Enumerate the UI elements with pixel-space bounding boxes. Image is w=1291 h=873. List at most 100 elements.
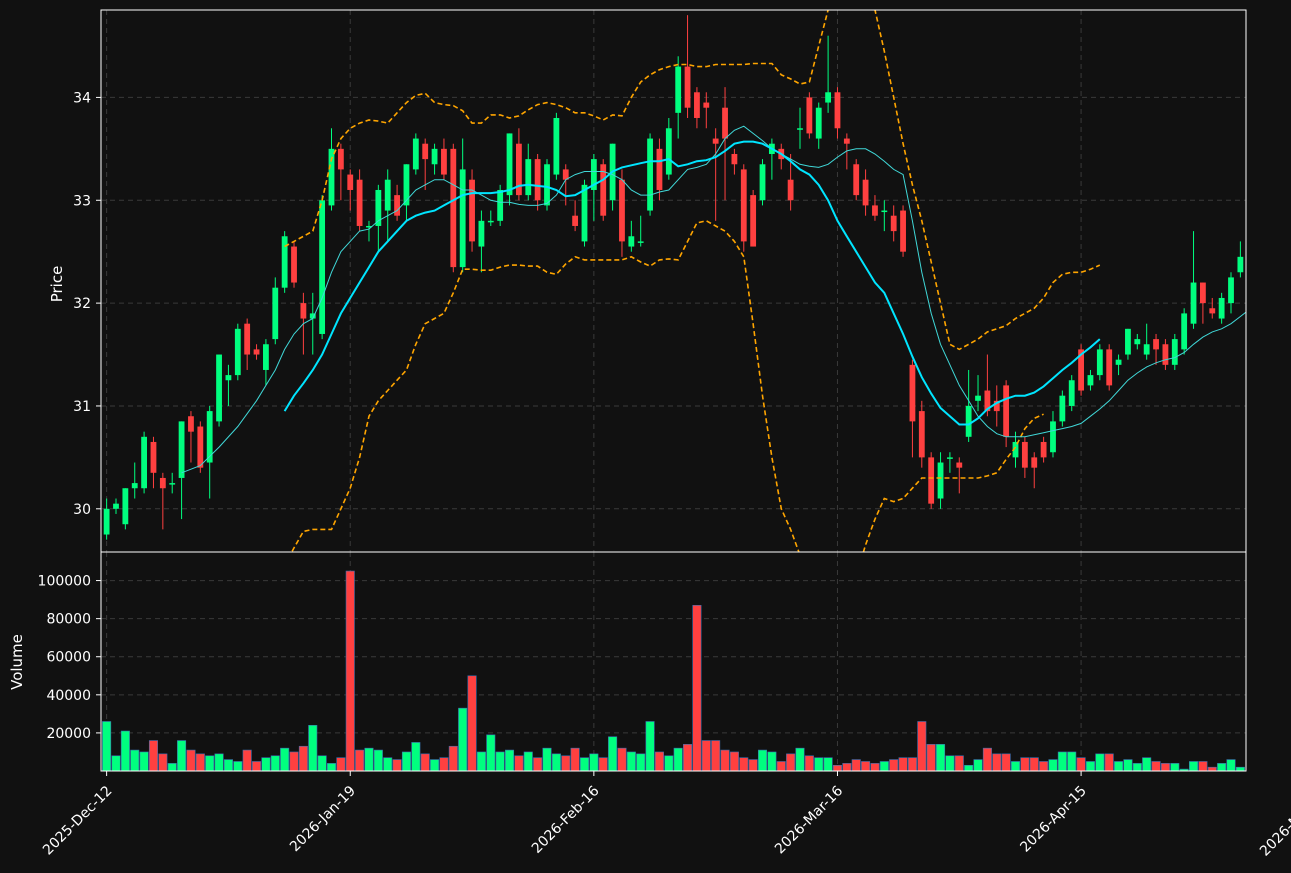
- volume-bar: [336, 757, 346, 771]
- candle-body: [188, 416, 194, 432]
- slow-moving-average-line: [283, 140, 1101, 426]
- candle-body: [534, 159, 541, 201]
- candle-body: [103, 508, 110, 535]
- volume-bar: [1039, 761, 1049, 771]
- volume-bar: [673, 747, 683, 771]
- candle-body: [1087, 375, 1094, 386]
- volume-bar: [767, 751, 777, 771]
- volume-bar: [1001, 753, 1011, 771]
- volume-bar: [626, 751, 636, 771]
- volume-bar: [148, 740, 158, 771]
- candle-body: [150, 441, 157, 473]
- candle-body: [403, 164, 410, 206]
- candle-body: [469, 179, 475, 242]
- volume-bar: [729, 751, 739, 771]
- volume-bar: [308, 724, 318, 771]
- candle-body: [141, 436, 148, 489]
- volume-bar: [1095, 753, 1105, 771]
- candle-body: [937, 462, 944, 499]
- overlay-lines: [181, 10, 1246, 552]
- volume-bar: [270, 755, 280, 771]
- candle-body: [412, 138, 419, 170]
- candle-body: [384, 179, 391, 211]
- volume-bar: [1020, 757, 1030, 771]
- volume-bar: [973, 759, 983, 771]
- volume-bar: [1132, 763, 1142, 771]
- candle-body: [1190, 282, 1197, 324]
- candle-body: [675, 66, 682, 113]
- candle-body: [319, 200, 326, 334]
- candle-body: [478, 220, 485, 247]
- candle-body: [506, 133, 513, 196]
- volume-bar: [1048, 759, 1058, 771]
- volume-bar: [1198, 761, 1208, 771]
- candle-body: [900, 210, 906, 252]
- volume-tick-label: 40000: [46, 688, 91, 704]
- volume-bar: [467, 675, 477, 771]
- volume-bar: [748, 759, 758, 771]
- candle-body: [1050, 421, 1056, 453]
- candle-body: [1040, 441, 1047, 458]
- candle-body: [169, 483, 176, 485]
- candle-body: [1237, 256, 1244, 273]
- candle-body: [544, 164, 550, 206]
- candle-body: [600, 164, 607, 216]
- volume-bar: [1142, 757, 1152, 771]
- candle-body: [628, 236, 635, 247]
- volume-bar: [289, 751, 299, 771]
- volume-axis-title: Volume: [8, 634, 26, 690]
- volume-bar: [167, 763, 177, 771]
- candle-body: [1021, 441, 1028, 468]
- volume-bar: [195, 753, 205, 771]
- price-tick-label: 33: [73, 193, 91, 209]
- candle-body: [647, 138, 653, 211]
- candle-body: [309, 313, 316, 319]
- candle-body: [862, 179, 869, 206]
- candle-body: [244, 323, 251, 355]
- volume-bar: [280, 747, 290, 771]
- volume-bar: [842, 763, 852, 771]
- candle-body: [159, 477, 166, 489]
- lower-band-line: [290, 219, 1044, 552]
- volume-bar: [486, 734, 496, 771]
- candle-body: [263, 344, 269, 370]
- volume-bar: [533, 757, 543, 771]
- volume-bar: [495, 751, 505, 771]
- volume-bar: [570, 747, 580, 771]
- candle-body: [253, 349, 260, 355]
- volume-bar: [401, 751, 411, 771]
- volume-bar: [1067, 751, 1077, 771]
- candle-body: [590, 159, 597, 190]
- volume-bar: [776, 761, 786, 771]
- volume-bar: [917, 721, 927, 771]
- volume-bar: [1189, 761, 1199, 771]
- candle-body: [113, 503, 119, 509]
- price-tick-label: 30: [73, 502, 91, 518]
- candle-body: [206, 411, 213, 463]
- candle-body: [881, 210, 888, 213]
- price-panel: 30 31 32 33 34: [73, 9, 1247, 553]
- volume-bar: [861, 761, 871, 771]
- volume-bar: [617, 747, 627, 771]
- candle-body: [122, 488, 129, 525]
- candle-body: [975, 395, 981, 401]
- candle-body: [665, 128, 672, 175]
- volume-bar: [439, 757, 449, 771]
- candle-body: [947, 457, 953, 459]
- candle-body: [422, 143, 429, 160]
- volume-bar: [186, 749, 196, 771]
- candle-body: [1199, 282, 1206, 304]
- volume-tick-label: 100000: [38, 574, 91, 590]
- volume-bar: [954, 755, 964, 771]
- volume-bar: [832, 764, 842, 771]
- candle-body: [834, 92, 841, 129]
- candle-body: [178, 421, 185, 478]
- upper-band-line: [284, 10, 1101, 351]
- candle-body: [806, 97, 813, 134]
- volume-tick-label: 80000: [46, 612, 91, 628]
- candle-body: [581, 184, 588, 242]
- candle-body: [1078, 349, 1084, 391]
- candle-body: [637, 241, 644, 243]
- volume-bar: [683, 744, 693, 771]
